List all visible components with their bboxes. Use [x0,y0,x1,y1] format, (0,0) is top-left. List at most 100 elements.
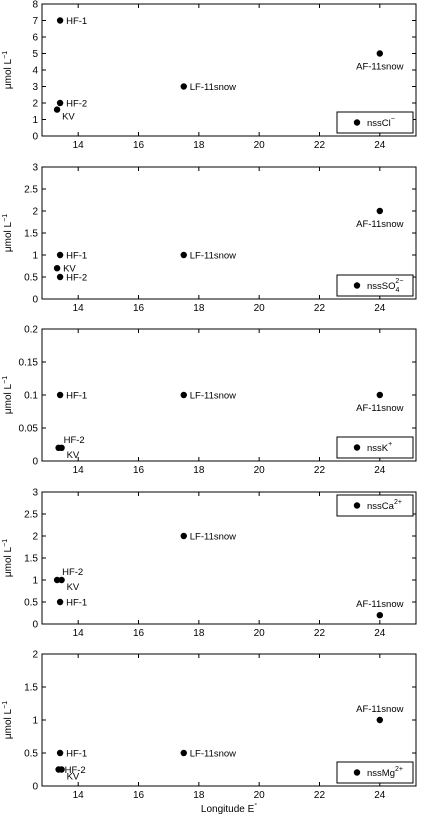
x-tick-label: 24 [374,303,386,314]
y-tick-label: 1 [32,576,38,587]
data-point [376,207,384,215]
y-tick-label: 0.5 [24,749,38,760]
data-point [53,106,61,113]
y-tick-label: 1.5 [24,683,38,694]
legend-marker [353,769,361,776]
legend-box [336,761,414,784]
x-tick-label: 18 [193,140,205,151]
x-tick-label: 14 [73,628,85,639]
point-label: KV [67,582,80,593]
point-label: HF-1 [66,749,87,760]
legend-box [336,111,414,134]
x-tick-label: 18 [193,790,205,801]
y-tick-label: 0.2 [24,325,38,336]
data-point [180,749,187,757]
point-label: HF-2 [66,273,87,284]
y-axis-label: μmol L−1 [2,539,14,577]
x-tick-label: 22 [314,303,326,314]
y-axis-label: μmol L−1 [2,214,14,252]
chart-panel-5: 14 16 18 20 22 24 0 0.5 1 1.5 2 μmol L−1 HF-1 HF-2KV L… [2,650,417,815]
x-tick-label: 16 [133,465,145,476]
y-tick-label: 3 [32,82,38,93]
point-label: KV [62,112,75,123]
point-label: AF-11snow [356,62,403,73]
chart-panel-2: 14 16 18 20 22 24 0 0.5 1 1.5 2 2.5 3 μmol L−1 HF-1 KVH… [2,163,417,314]
point-label: KV [67,450,80,461]
data-point [53,576,61,584]
point-label: AF-11snow [356,599,403,610]
y-axis-label: μmol L−1 [2,376,14,414]
legend: nssMg2+ [336,761,414,784]
x-tick-label: 20 [254,628,266,639]
x-tick-label: 16 [133,303,145,314]
legend: nssCl− [336,111,414,134]
data-point [56,391,64,399]
data-point [376,716,384,724]
y-tick-label: 1 [32,716,38,727]
data-point [58,576,65,584]
legend-marker [353,119,361,126]
y-tick-label: 0.5 [24,273,38,284]
data-point [376,391,384,399]
point-label: LF-11snow [190,532,236,543]
legend-label: nssCa2+ [367,499,402,512]
point-label: LF-11snow [190,391,236,402]
y-tick-label: 0 [32,620,38,631]
data-point [180,532,187,540]
point-label: HF-2 [65,765,86,776]
legend: nssSO42− [336,274,414,297]
x-tick-label: 22 [314,140,326,151]
y-tick-label: 2.5 [24,185,38,196]
y-tick-label: 0 [32,457,38,468]
x-tick-label: 22 [314,465,326,476]
x-tick-label: 20 [254,303,266,314]
data-point [56,99,64,107]
y-tick-label: 1.5 [24,229,38,240]
x-tick-label: 16 [133,790,145,801]
y-tick-label: 7 [32,16,38,27]
point-label: HF-2 [64,435,85,446]
legend-label: nssMg2+ [367,766,403,779]
legend-box [336,274,414,297]
data-point [376,612,384,619]
x-tick-label: 16 [133,140,145,151]
y-tick-label: 0.15 [19,358,39,369]
x-tick-label: 14 [73,303,85,314]
x-tick-label: 24 [374,790,386,801]
y-tick-label: 2 [32,207,38,218]
point-label: HF-2 [62,567,83,578]
x-tick-label: 22 [314,628,326,639]
y-tick-label: 6 [32,33,38,44]
data-point [58,444,65,451]
x-tick-label: 14 [73,465,85,476]
x-tick-label: 20 [254,790,266,801]
y-tick-label: 5 [32,49,38,60]
y-tick-label: 2 [32,532,38,543]
y-tick-label: 0 [32,295,38,306]
y-tick-label: 0.5 [24,598,38,609]
legend-label: nssSO42− [367,278,403,294]
x-tick-label: 14 [73,140,85,151]
x-tick-label: 20 [254,465,266,476]
data-point [376,50,384,57]
y-tick-label: 2.5 [24,510,38,521]
x-axis-label: Longitude E° [201,802,257,815]
point-label: AF-11snow [356,704,403,715]
x-tick-label: 24 [374,140,386,151]
y-tick-label: 3 [32,488,38,499]
legend-label: nssCl− [367,116,395,129]
y-axis-label: μmol L−1 [2,51,14,89]
y-tick-label: 3 [32,163,38,174]
data-point [56,598,64,606]
y-tick-label: 1 [32,115,38,126]
y-tick-label: 0.05 [19,424,39,435]
point-label: LF-11snow [190,749,236,760]
y-tick-label: 0.1 [24,391,38,402]
point-label: LF-11snow [190,82,236,93]
data-point [180,251,187,259]
y-tick-label: 8 [32,0,38,11]
point-label: HF-1 [66,16,87,27]
y-tick-label: 1 [32,251,38,262]
legend-marker [353,282,361,289]
